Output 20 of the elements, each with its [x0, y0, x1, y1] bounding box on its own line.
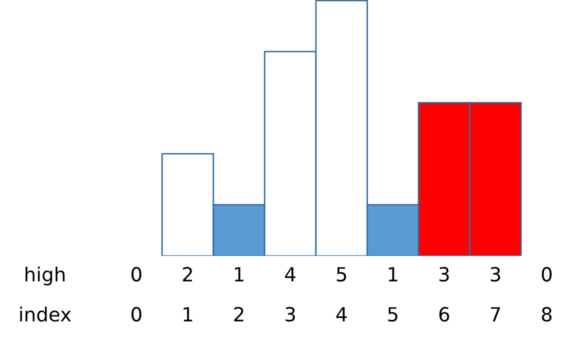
x-tick-label: 4 — [336, 307, 347, 322]
x-axis-title: index — [20, 306, 71, 322]
x-tick-label: 0 — [132, 306, 142, 322]
x-tick-label: 6 — [439, 306, 450, 322]
x-tick-label: 3 — [286, 306, 295, 322]
data-label: 4 — [285, 267, 296, 282]
x-tick-label: 8 — [542, 306, 552, 322]
data-label: 3 — [439, 266, 449, 282]
data-label: 2 — [182, 266, 192, 282]
x-tick-label: 7 — [490, 307, 500, 322]
x-tick-label: 2 — [234, 306, 244, 322]
x-tick-label: 1 — [184, 307, 192, 322]
data-label: 3 — [490, 266, 500, 282]
y-axis-title: high — [26, 266, 65, 286]
x-tick-label: 5 — [388, 307, 398, 322]
data-label: 0 — [542, 266, 552, 282]
data-label: 5 — [336, 267, 346, 282]
data-label: 0 — [132, 266, 142, 282]
data-label: 1 — [388, 267, 398, 282]
data-label: 1 — [234, 267, 244, 282]
